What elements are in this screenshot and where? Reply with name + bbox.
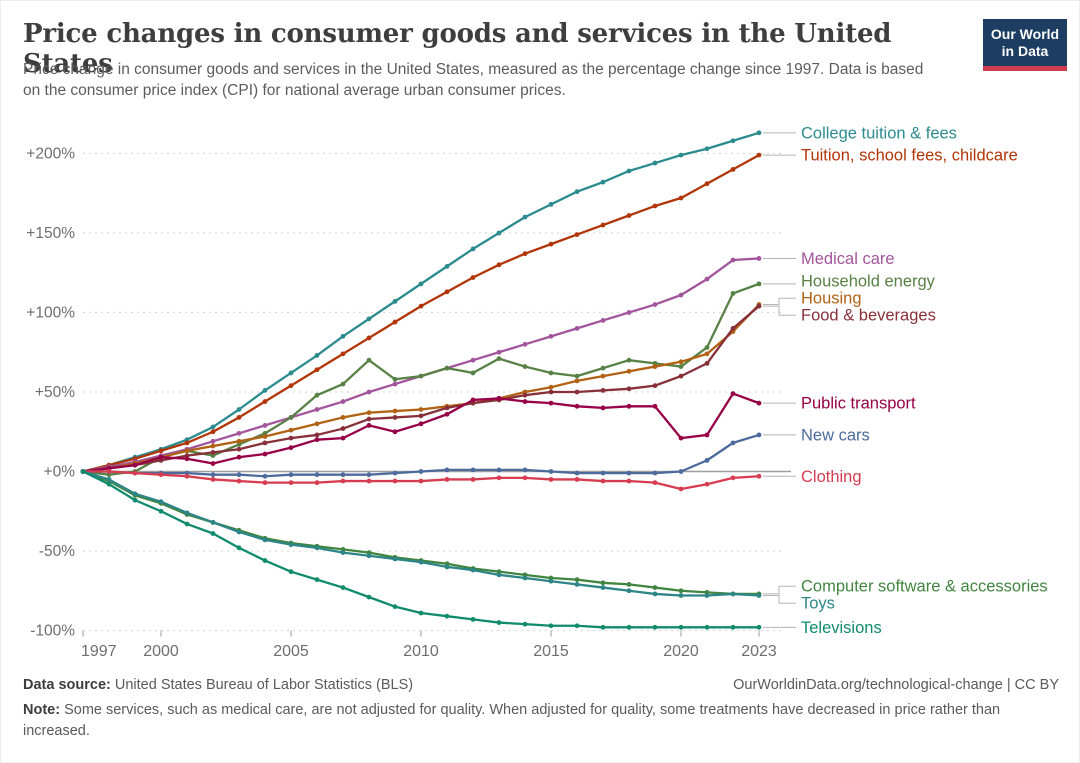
series-dots-housing <box>80 302 762 474</box>
data-source-text: United States Bureau of Labor Statistics… <box>110 677 414 693</box>
data-source-label: Data source: <box>23 677 111 693</box>
owid-citation-link[interactable]: OurWorldinData.org/technological-change … <box>733 677 1059 693</box>
series-line-housing[interactable] <box>81 303 761 473</box>
y-axis-label--50: -50% <box>39 543 75 560</box>
x-axis-label-1997: 1997 <box>81 643 117 660</box>
y-axis-label-100: +100% <box>26 305 75 322</box>
owid-logo[interactable]: Our World in Data <box>983 19 1067 71</box>
chart-subtitle: Price change in consumer goods and servi… <box>23 61 924 99</box>
series-line-public-transport[interactable] <box>81 392 761 473</box>
note-text: Some services, such as medical care, are… <box>23 702 1001 739</box>
y-axis-label-150: +150% <box>26 225 75 242</box>
x-axis-label-2015: 2015 <box>533 643 569 660</box>
label-connector-computer-software-accessories <box>763 585 796 595</box>
y-axis-label-50: +50% <box>35 384 75 401</box>
series-dots-toys <box>80 469 762 598</box>
series-label-college-tuition-fees[interactable]: College tuition & fees <box>801 124 957 142</box>
series-label-housing[interactable]: Housing <box>801 290 862 308</box>
series-line-food-beverages[interactable] <box>81 304 761 473</box>
series-line-toys[interactable] <box>81 470 761 597</box>
series-dots-computer-software-accessories <box>80 469 762 597</box>
note-label: Note: <box>23 702 61 718</box>
series-label-tuition-school-fees-childcare[interactable]: Tuition, school fees, childcare <box>801 147 1018 165</box>
series-label-food-beverages[interactable]: Food & beverages <box>801 307 936 325</box>
series-label-new-cars[interactable]: New cars <box>801 426 870 444</box>
series-line-college-tuition-fees[interactable] <box>81 131 761 473</box>
x-axis-label-2010: 2010 <box>403 643 439 660</box>
series-label-toys[interactable]: Toys <box>801 595 835 613</box>
series-label-televisions[interactable]: Televisions <box>801 619 882 637</box>
series-label-public-transport[interactable]: Public transport <box>801 395 916 413</box>
y-axis-label--100: -100% <box>30 623 75 640</box>
series-dots-household-energy <box>80 281 762 478</box>
owid-logo-line1: Our World <box>990 26 1060 42</box>
footer: Data source: United States Bureau of Lab… <box>23 677 1059 693</box>
data-source: Data source: United States Bureau of Lab… <box>23 677 413 693</box>
page-title: Price changes in consumer goods and serv… <box>23 19 892 79</box>
series-line-computer-software-accessories[interactable] <box>81 470 761 596</box>
label-connector-toys <box>763 595 796 604</box>
owid-logo-line2: in Data <box>1001 43 1049 59</box>
series-line-televisions[interactable] <box>81 470 761 629</box>
series-label-clothing[interactable]: Clothing <box>801 468 862 486</box>
x-axis-label-2005: 2005 <box>273 643 309 660</box>
x-axis-label-2000: 2000 <box>143 643 179 660</box>
label-connector-housing <box>763 297 796 306</box>
series-dots-public-transport <box>80 391 762 474</box>
x-axis-label-2023: 2023 <box>741 643 777 660</box>
series-dots-televisions <box>80 469 762 630</box>
series-label-medical-care[interactable]: Medical care <box>801 250 895 268</box>
label-connector-food-beverages <box>763 305 796 316</box>
series-label-computer-software-accessories[interactable]: Computer software & accessories <box>801 578 1048 596</box>
series-dots-food-beverages <box>80 303 762 474</box>
footer-note: Note: Some services, such as medical car… <box>23 700 1063 742</box>
y-axis-label-200: +200% <box>26 146 75 163</box>
x-axis-label-2020: 2020 <box>663 643 699 660</box>
y-axis-label-0: +0% <box>44 464 76 481</box>
series-label-household-energy[interactable]: Household energy <box>801 273 936 291</box>
